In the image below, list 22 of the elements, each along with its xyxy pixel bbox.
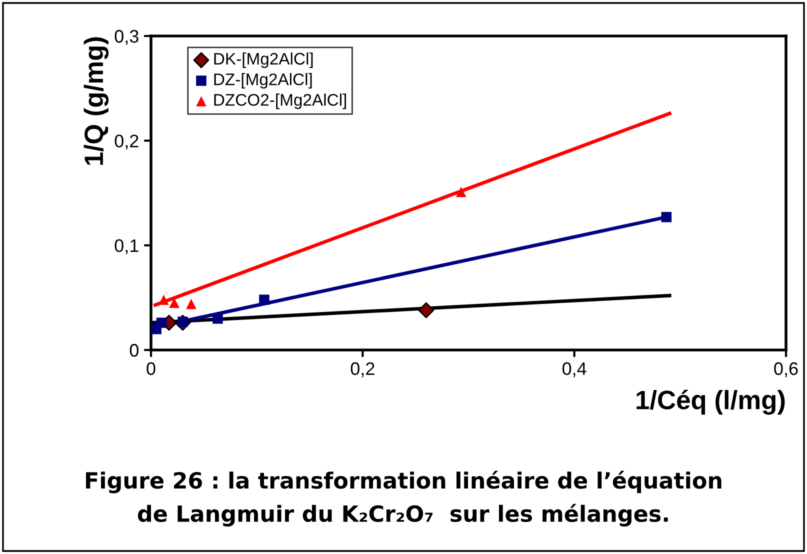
point bbox=[156, 318, 167, 328]
y-tick-label: 0,3 bbox=[114, 30, 138, 45]
x-tick-label: 0,2 bbox=[350, 362, 374, 378]
point bbox=[456, 186, 466, 198]
legend-label: DZ-[Mg2AlCl] bbox=[214, 73, 312, 89]
y-tick-label: 0,1 bbox=[114, 239, 138, 254]
point bbox=[259, 294, 270, 305]
y-tick-label: 0 bbox=[130, 344, 138, 357]
legend-label: DZCO2-[Mg2AlCl] bbox=[214, 94, 346, 110]
point bbox=[661, 212, 672, 222]
y-axis-title: 1/Q (g/mg) bbox=[84, 37, 109, 165]
caption: Figure 26 : la transformation linéaire de l’équation de Langmuir du K₂Cr₂O₇ sur les mélanges. bbox=[86, 470, 722, 526]
point bbox=[418, 302, 434, 318]
x-axis-title: 1/Céq (l/mg) bbox=[636, 390, 785, 415]
point bbox=[158, 294, 169, 305]
x-tick-label: 0,6 bbox=[774, 362, 798, 378]
x-tick-label: 0 bbox=[146, 362, 156, 376]
x-tick-label: 0,4 bbox=[562, 362, 586, 378]
y-tick-label: 0,2 bbox=[114, 134, 138, 150]
point bbox=[186, 298, 196, 310]
legend-label: DK-[Mg2AlCl] bbox=[214, 52, 313, 68]
point bbox=[212, 313, 223, 324]
